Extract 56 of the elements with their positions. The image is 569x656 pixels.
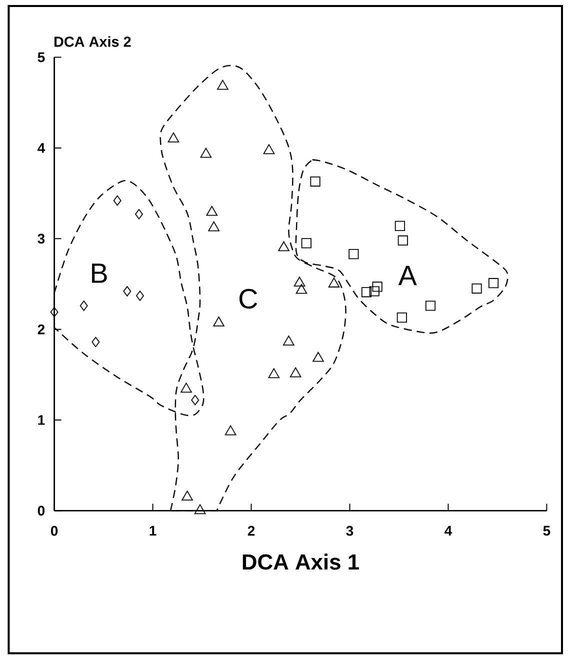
point: [294, 276, 306, 287]
x-tick-label: 1: [150, 526, 156, 536]
point: [268, 368, 280, 378]
point: [310, 176, 320, 187]
point: [208, 221, 220, 232]
point: [135, 209, 143, 220]
point: [217, 80, 228, 90]
point: [113, 195, 122, 206]
y-tick-label: 2: [38, 324, 45, 334]
point: [328, 278, 340, 288]
point: [206, 206, 218, 216]
point: [180, 382, 192, 393]
point: [396, 312, 407, 323]
point: [488, 278, 499, 288]
y-tick-label: 5: [38, 52, 45, 62]
x-tick-label: 0: [50, 526, 58, 536]
point: [182, 490, 193, 501]
series-label: C: [239, 288, 258, 309]
point: [80, 300, 88, 311]
point: [123, 286, 132, 296]
point: [278, 241, 290, 252]
point: [372, 282, 382, 292]
point: [168, 132, 180, 142]
point: [312, 352, 324, 362]
point: [136, 290, 144, 301]
point: [398, 235, 408, 246]
y-tick-label: 0: [38, 506, 45, 516]
x-tick-label: 4: [444, 526, 452, 536]
series-label: A: [398, 266, 417, 286]
series-label: B: [92, 264, 107, 283]
y-axis-title: DCA Axis 2: [54, 36, 131, 47]
x-tick-label: 2: [248, 526, 255, 536]
x-tick-label: 5: [543, 526, 550, 536]
point: [394, 220, 406, 232]
point: [290, 367, 302, 378]
point: [213, 316, 224, 326]
point: [92, 336, 100, 348]
y-tick-label: 1: [38, 415, 45, 425]
point: [283, 336, 294, 346]
point: [296, 284, 308, 294]
y-tick-label: 4: [38, 143, 46, 153]
point: [348, 249, 359, 260]
point: [301, 238, 312, 248]
point: [194, 504, 206, 514]
x-axis-title: DCA Axis 1: [242, 554, 359, 570]
point: [361, 287, 372, 298]
point: [191, 394, 200, 406]
point: [425, 300, 436, 311]
point: [50, 306, 58, 318]
point: [200, 148, 212, 158]
y-tick-label: 3: [38, 234, 45, 244]
point: [263, 144, 275, 154]
point: [369, 286, 380, 296]
point: [224, 425, 236, 436]
point: [472, 283, 482, 294]
x-tick-label: 3: [346, 526, 354, 536]
